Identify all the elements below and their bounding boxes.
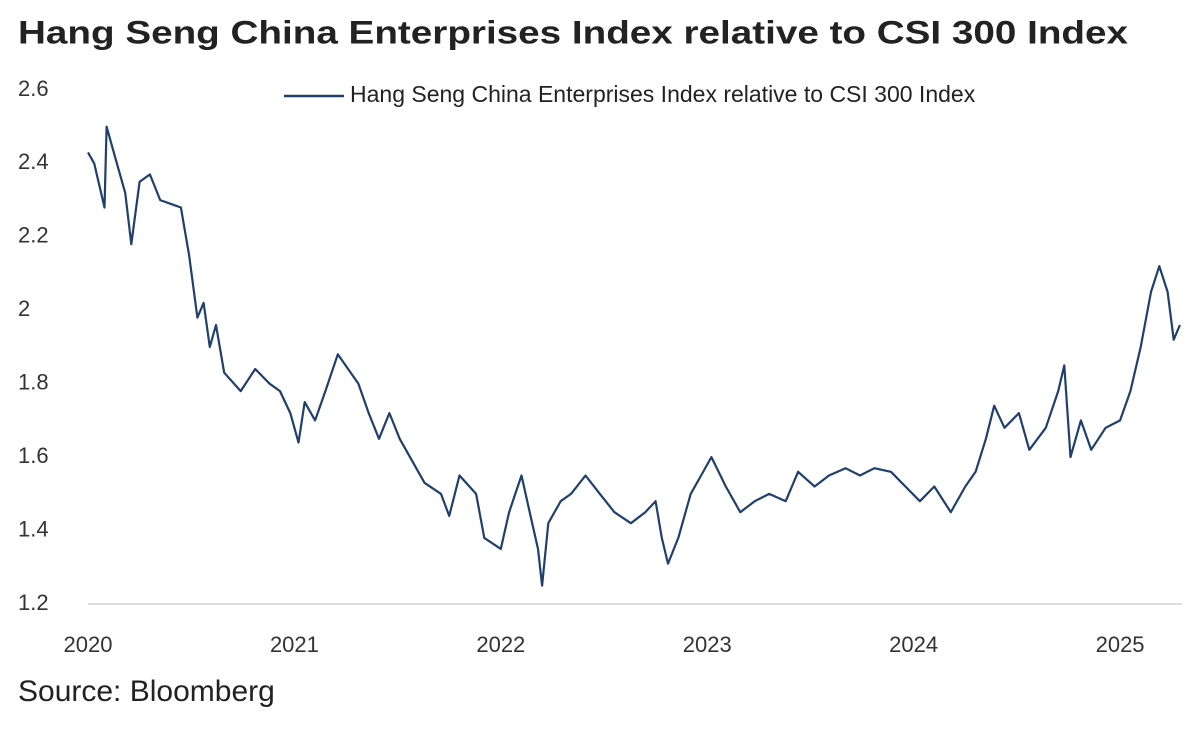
x-tick-label: 2020	[64, 632, 113, 657]
y-tick-label: 2.6	[18, 76, 49, 101]
x-tick-label: 2024	[889, 632, 938, 657]
y-tick-label: 2	[18, 296, 30, 321]
y-tick-label: 1.6	[18, 443, 49, 468]
x-tick-label: 2025	[1096, 632, 1145, 657]
y-tick-label: 1.4	[18, 516, 49, 541]
y-tick-label: 1.2	[18, 590, 49, 615]
y-tick-label: 1.8	[18, 370, 49, 395]
y-tick-label: 2.4	[18, 149, 49, 174]
chart-title: Hang Seng China Enterprises Index relati…	[18, 14, 1128, 50]
source-note: Source: Bloomberg	[18, 675, 275, 708]
x-tick-label: 2022	[476, 632, 525, 657]
x-tick-label: 2023	[683, 632, 732, 657]
data-line	[87, 125, 1181, 587]
y-tick-label: 2.2	[18, 223, 49, 248]
x-tick-label: 2021	[270, 632, 319, 657]
legend-label: Hang Seng China Enterprises Index relati…	[350, 81, 976, 107]
